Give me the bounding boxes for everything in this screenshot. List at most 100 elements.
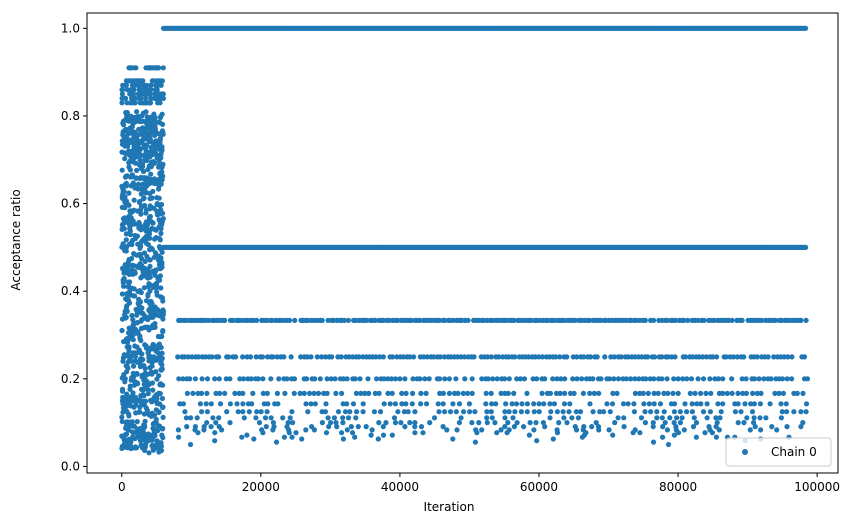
data-point: [159, 362, 165, 368]
data-point: [498, 427, 504, 433]
y-tick-label: 0.8: [61, 109, 80, 123]
data-point: [150, 446, 156, 452]
data-point: [324, 390, 330, 396]
data-point: [524, 401, 531, 407]
data-point: [154, 438, 160, 444]
data-point: [547, 415, 553, 421]
data-point: [632, 390, 639, 396]
data-point: [465, 390, 471, 396]
data-point: [365, 376, 371, 382]
data-point: [630, 430, 636, 436]
data-point: [804, 376, 811, 382]
data-point: [700, 409, 707, 415]
data-point: [131, 182, 137, 188]
data-point: [791, 409, 797, 415]
data-point: [502, 409, 508, 415]
data-point: [548, 409, 554, 415]
data-point: [254, 317, 260, 323]
data-point: [541, 401, 547, 407]
data-point: [601, 409, 607, 415]
data-point: [304, 376, 310, 382]
data-point: [403, 390, 409, 396]
data-point: [684, 409, 690, 415]
data-point: [647, 376, 653, 382]
data-point: [700, 354, 706, 360]
data-point: [147, 176, 153, 182]
data-point: [127, 91, 133, 97]
data-point: [127, 65, 134, 71]
data-point: [751, 415, 757, 421]
data-point: [157, 140, 163, 146]
data-point: [417, 376, 423, 382]
data-point: [505, 420, 511, 426]
data-point: [260, 376, 266, 382]
data-point: [195, 354, 202, 360]
data-point: [145, 293, 151, 299]
data-point: [665, 354, 671, 360]
data-point: [665, 441, 672, 448]
data-point: [652, 354, 658, 360]
data-point: [587, 401, 593, 407]
data-point: [392, 420, 399, 426]
data-point: [122, 156, 128, 162]
data-point: [132, 268, 138, 274]
data-point: [331, 415, 337, 421]
data-point: [143, 109, 149, 115]
data-point: [158, 447, 165, 454]
data-point: [784, 376, 790, 382]
data-point: [246, 409, 252, 415]
data-point: [670, 390, 676, 396]
data-point: [158, 82, 164, 88]
data-point: [254, 409, 260, 415]
data-point: [325, 317, 331, 323]
data-point: [137, 100, 143, 106]
data-point: [720, 401, 726, 407]
data-point: [679, 415, 685, 421]
data-point: [798, 409, 804, 415]
data-point: [175, 354, 181, 360]
data-point: [399, 401, 405, 407]
data-point: [385, 390, 391, 396]
data-point: [801, 354, 808, 360]
data-point: [150, 188, 156, 194]
data-point: [329, 354, 335, 360]
data-point: [158, 230, 164, 236]
data-point: [274, 390, 280, 396]
data-point: [137, 404, 143, 410]
data-point: [130, 350, 136, 356]
data-point: [240, 409, 246, 415]
data-point: [299, 436, 305, 442]
data-point: [119, 91, 125, 97]
data-point: [412, 409, 418, 415]
data-point: [672, 401, 678, 407]
data-point: [153, 369, 159, 375]
data-point: [735, 390, 741, 396]
data-point: [142, 136, 148, 142]
data-point: [729, 376, 735, 382]
data-point: [528, 317, 534, 323]
data-point: [127, 174, 134, 180]
data-point: [474, 430, 480, 436]
data-point: [270, 420, 276, 426]
data-point: [143, 126, 149, 132]
data-point: [431, 354, 437, 360]
data-point: [119, 95, 125, 101]
data-point: [526, 432, 533, 438]
data-point: [290, 420, 296, 426]
data-point: [131, 87, 137, 93]
data-point: [514, 420, 520, 426]
x-tick-label: 0: [118, 480, 126, 494]
data-point: [381, 376, 387, 382]
data-point: [372, 390, 378, 396]
data-point: [511, 317, 517, 323]
data-point: [122, 215, 128, 221]
data-point: [298, 354, 304, 360]
data-point: [602, 354, 608, 360]
data-point: [410, 376, 416, 382]
data-point: [127, 167, 133, 173]
data-point: [362, 390, 368, 396]
data-point: [717, 415, 723, 421]
data-point: [142, 424, 148, 430]
data-point: [276, 376, 282, 382]
data-point: [458, 354, 464, 360]
